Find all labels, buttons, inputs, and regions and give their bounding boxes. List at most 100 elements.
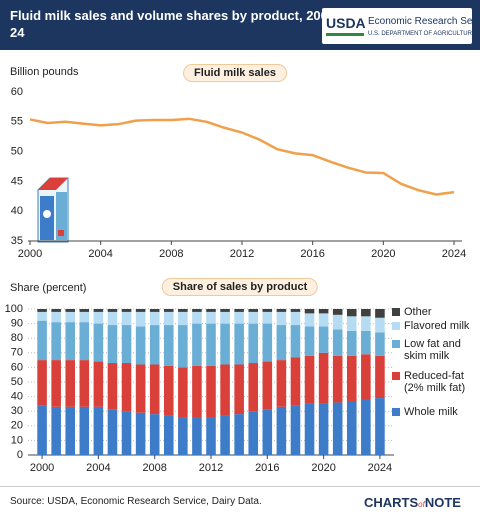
- bar-segment: [332, 329, 343, 356]
- x-tick-label: 2016: [255, 462, 279, 474]
- milk-carton: [37, 177, 69, 243]
- bar-segment: [51, 322, 61, 361]
- bar-segment: [304, 313, 315, 327]
- bar-segment: [135, 364, 146, 413]
- legend-swatch: [392, 340, 400, 348]
- bar-segment: [135, 326, 146, 365]
- y-tick-label: 55: [11, 116, 23, 128]
- bar-segment: [93, 323, 104, 362]
- bar-segment: [178, 325, 188, 368]
- x-tick-label: 2004: [86, 462, 110, 474]
- bar-segment: [220, 364, 230, 416]
- bar-segment: [149, 311, 160, 326]
- bar-segment: [318, 326, 329, 353]
- y-tick-label: 50: [11, 146, 23, 158]
- bar-segment: [234, 309, 244, 312]
- bar-segment: [234, 323, 244, 365]
- bar-segment: [192, 417, 202, 455]
- legend-swatch: [392, 408, 400, 416]
- bar-segment: [65, 311, 76, 323]
- bar-segment: [149, 309, 160, 312]
- y-tick-label: 40: [11, 205, 23, 217]
- bar-segment: [93, 361, 104, 407]
- x-tick-label: 2004: [88, 248, 112, 260]
- bar-segment: [234, 414, 244, 455]
- x-tick-label: 2020: [311, 462, 335, 474]
- bar-segment: [65, 309, 76, 312]
- y-tick-label: 0: [17, 449, 23, 461]
- y-tick-label: 20: [11, 420, 23, 432]
- bar-segment: [361, 330, 371, 355]
- bar-segment: [79, 406, 90, 455]
- bar-segment: [375, 332, 385, 356]
- bar-segment: [121, 325, 132, 364]
- bar-segment: [290, 357, 301, 406]
- bar-segment: [318, 313, 329, 327]
- bar-segment: [121, 363, 132, 412]
- bar-segment: [248, 363, 259, 412]
- bar-segment: [163, 415, 174, 455]
- bar-segment: [192, 311, 202, 324]
- bar-segment: [346, 309, 357, 317]
- bar-segment: [361, 354, 371, 400]
- y-tick-label: 60: [11, 86, 23, 98]
- bar-segment: [262, 361, 273, 410]
- bar-segment: [107, 309, 118, 312]
- logo-word: of: [418, 500, 425, 509]
- bar-segment: [375, 398, 385, 455]
- logo-word: NOTE: [424, 495, 461, 510]
- bar-segment: [37, 360, 47, 406]
- bar-segment: [276, 325, 287, 361]
- x-tick-label: 2012: [230, 248, 254, 260]
- bar-segment: [79, 309, 90, 312]
- x-tick-label: 2012: [199, 462, 223, 474]
- x-tick-label: 2000: [18, 248, 42, 260]
- bar-segment: [93, 309, 104, 312]
- y-tick-label: 40: [11, 391, 23, 403]
- charts-of-note-logo: CHARTSofNOTE: [364, 494, 461, 512]
- chart-title: Share of sales by product: [161, 278, 319, 296]
- bar-segment: [135, 311, 146, 327]
- legend-label: Whole milk: [404, 406, 458, 418]
- footer-rule: [0, 486, 480, 487]
- y-axis-label: Billion pounds: [10, 66, 79, 78]
- x-tick-label: 2000: [30, 462, 54, 474]
- bar-segment: [37, 309, 47, 312]
- bar-segment: [248, 411, 259, 455]
- bar-segment: [51, 406, 61, 455]
- legend-label: Low fat and skim milk: [404, 338, 461, 362]
- bar-segment: [79, 311, 90, 323]
- bar-segment: [192, 309, 202, 312]
- logo-swoosh: [326, 33, 364, 36]
- y-tick-label: 70: [11, 347, 23, 359]
- bar-segment: [290, 311, 301, 326]
- bar-segment: [375, 317, 385, 333]
- bar-segment: [192, 365, 202, 418]
- legend-label: Flavored milk: [404, 320, 470, 332]
- bar-segment: [248, 309, 259, 312]
- y-tick-label: 100: [5, 303, 23, 315]
- y-tick-label: 90: [11, 318, 23, 330]
- bar-segment: [93, 406, 104, 455]
- bar-segment: [262, 409, 273, 455]
- bar-segment: [262, 323, 273, 362]
- bar-segment: [304, 403, 315, 455]
- line: [29, 117, 455, 196]
- usda-logo: USDA Economic Research Service U.S. DEPA…: [322, 8, 480, 44]
- legend-label: Reduced-fat (2% milk fat): [404, 370, 466, 394]
- y-tick-label: 35: [11, 235, 23, 247]
- y-axis-label: Share (percent): [10, 282, 87, 294]
- bar-segment: [65, 406, 76, 455]
- bar-segment: [93, 311, 104, 324]
- bar-segment: [346, 400, 357, 455]
- bar-segment: [178, 367, 188, 418]
- bar-segment: [276, 309, 287, 312]
- y-tick-label: 10: [11, 434, 23, 446]
- bar-segment: [107, 409, 118, 455]
- bar-segment: [135, 412, 146, 455]
- bar-segment: [121, 411, 132, 455]
- bar-segment: [206, 323, 216, 366]
- bar-segment: [37, 320, 47, 361]
- bar-segment: [37, 405, 47, 455]
